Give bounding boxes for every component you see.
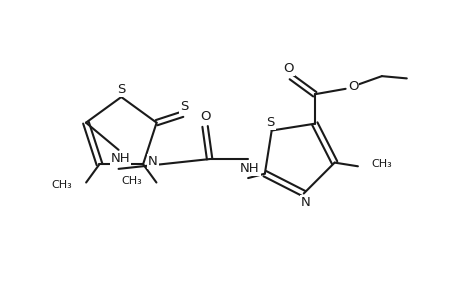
Text: N: N bbox=[148, 155, 157, 168]
Text: O: O bbox=[347, 80, 358, 93]
Text: S: S bbox=[117, 83, 125, 96]
Text: NH: NH bbox=[110, 152, 130, 165]
Text: O: O bbox=[200, 110, 211, 123]
Text: N: N bbox=[300, 196, 310, 209]
Text: O: O bbox=[283, 62, 294, 75]
Text: CH₃: CH₃ bbox=[121, 176, 142, 186]
Text: CH₃: CH₃ bbox=[51, 180, 72, 190]
Text: S: S bbox=[266, 116, 274, 129]
Text: CH₃: CH₃ bbox=[371, 159, 392, 169]
Text: NH: NH bbox=[240, 162, 259, 175]
Text: S: S bbox=[180, 100, 189, 112]
